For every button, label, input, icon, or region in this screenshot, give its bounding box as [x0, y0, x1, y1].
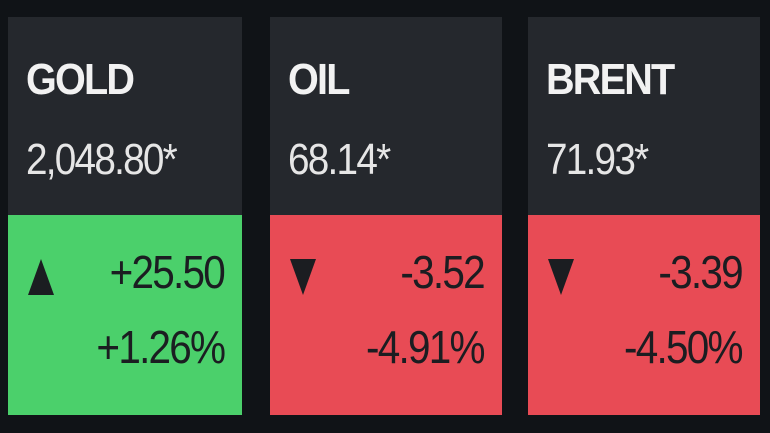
ticker-change-pct: +1.26%: [96, 321, 226, 373]
ticker-change: -3.39: [658, 246, 744, 298]
card-header: OIL 68.14*: [270, 17, 502, 215]
ticker-card[interactable]: OIL 68.14* -3.52 -4.91%: [270, 17, 502, 415]
card-change: +25.50 +1.26%: [8, 215, 242, 415]
ticker-price: 71.93*: [546, 135, 649, 184]
ticker-name: BRENT: [546, 55, 675, 104]
ticker-price: 68.14*: [288, 135, 391, 184]
down-arrow: [290, 259, 316, 295]
card-change: -3.39 -4.50%: [528, 215, 760, 415]
card-header: BRENT 71.93*: [528, 17, 760, 215]
ticker-card[interactable]: GOLD 2,048.80* +25.50 +1.26%: [8, 17, 242, 415]
ticker-change: +25.50: [109, 246, 226, 298]
ticker-change-pct: -4.91%: [366, 321, 485, 373]
ticker-change: -3.52: [400, 246, 486, 298]
card-change: -3.52 -4.91%: [270, 215, 502, 415]
ticker-name: GOLD: [26, 55, 135, 104]
ticker-change-pct: -4.50%: [624, 321, 743, 373]
ticker-price: 2,048.80*: [26, 135, 178, 184]
ticker-name: OIL: [288, 55, 350, 104]
down-arrow: [548, 259, 574, 295]
ticker-card[interactable]: BRENT 71.93* -3.39 -4.50%: [528, 17, 760, 415]
up-arrow: [28, 259, 54, 295]
card-header: GOLD 2,048.80*: [8, 17, 242, 215]
